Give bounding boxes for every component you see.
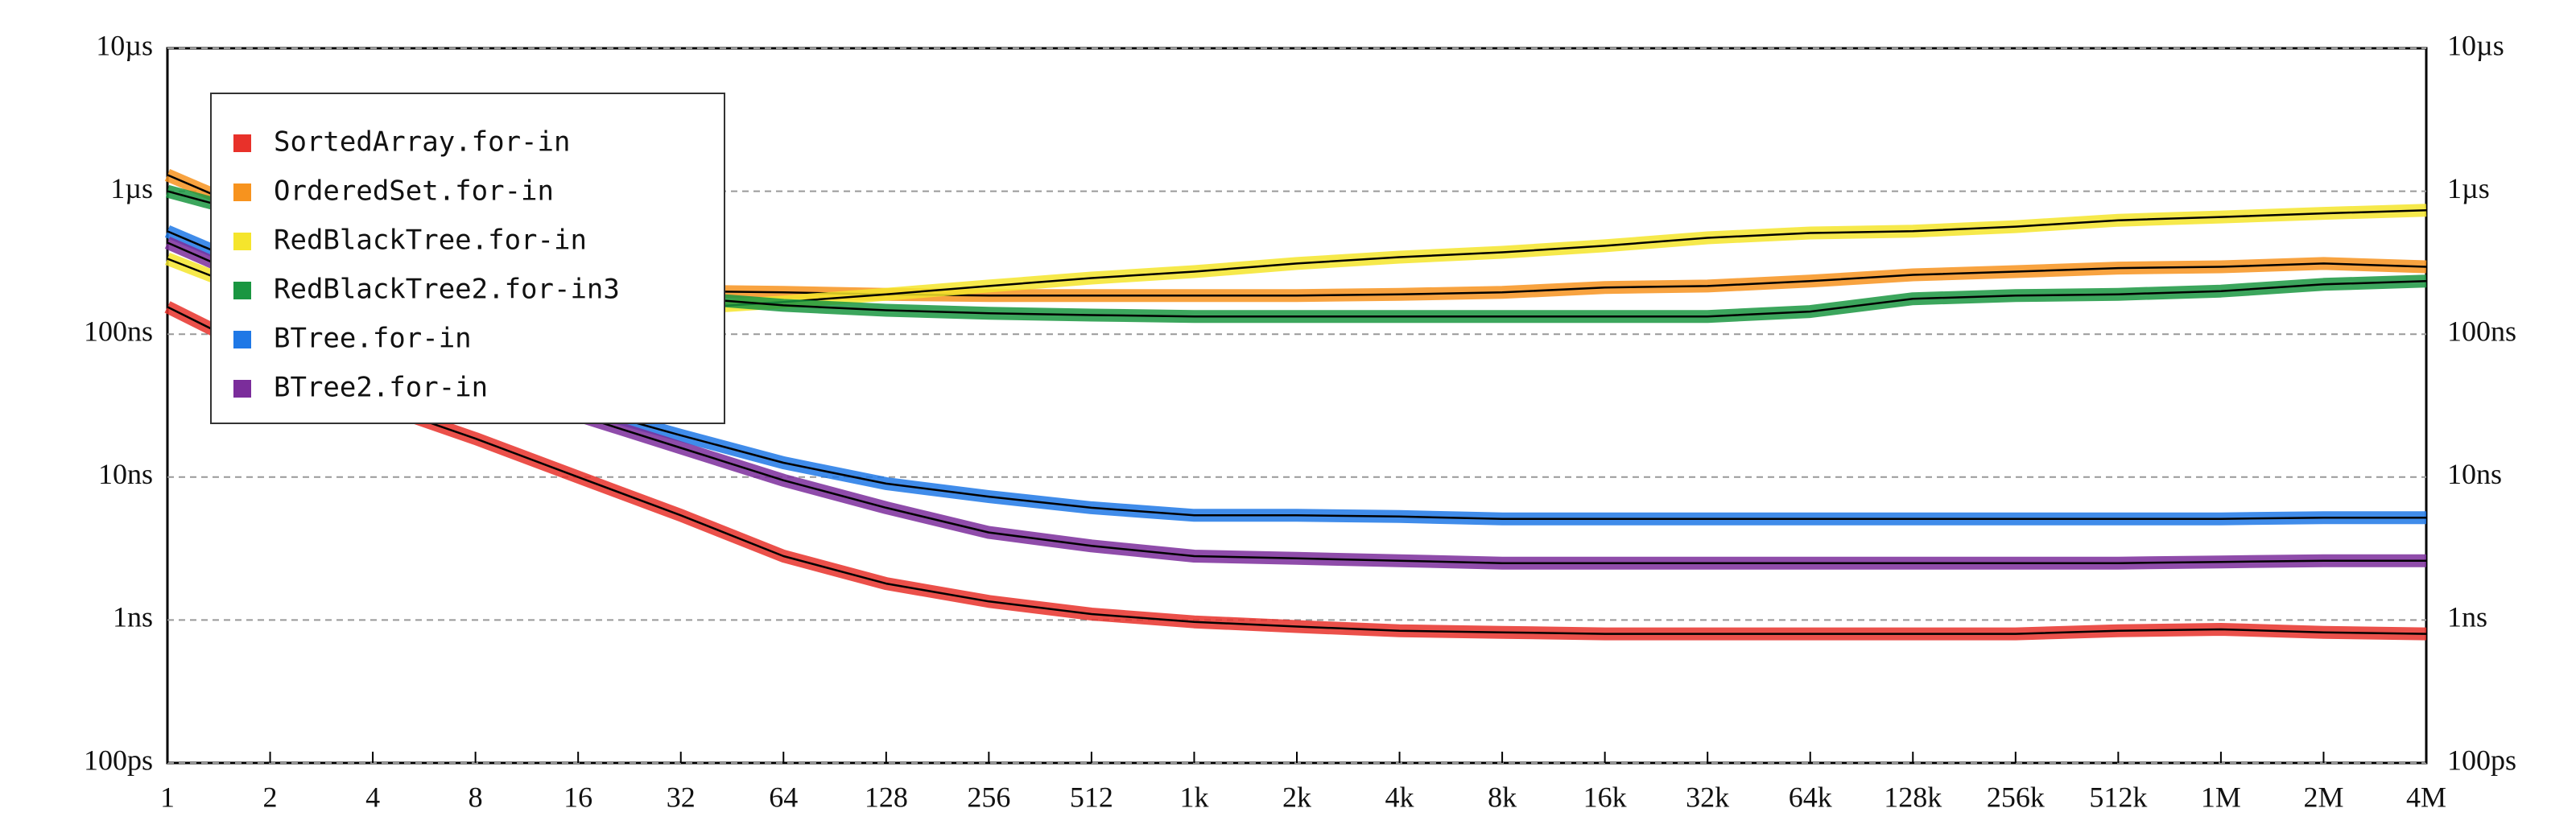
legend: SortedArray.for-in OrderedSet.for-in RedBl…	[210, 93, 725, 424]
x-tick-label: 1	[160, 781, 175, 813]
x-tick-label: 128k	[1884, 781, 1942, 813]
x-tick-label: 2k	[1282, 781, 1311, 813]
legend-label: SortedArray.for-in	[274, 126, 570, 159]
legend-swatch	[233, 331, 251, 348]
x-tick-label: 32k	[1686, 781, 1729, 813]
x-tick-label: 1M	[2201, 781, 2241, 813]
y2-tick-label: 1ns	[2447, 601, 2487, 633]
legend-box	[210, 93, 725, 424]
x-tick-label: 4k	[1385, 781, 1414, 813]
y-tick-label: 100ns	[84, 315, 153, 347]
y-tick-label: 100ps	[84, 744, 153, 776]
y-tick-label: 10µs	[96, 29, 153, 61]
y2-tick-label: 100ns	[2447, 315, 2516, 347]
x-tick-label: 256k	[1987, 781, 2045, 813]
legend-label: RedBlackTree2.for-in3	[274, 274, 620, 306]
y2-tick-label: 1µs	[2447, 172, 2490, 204]
legend-swatch	[233, 134, 251, 152]
legend-swatch	[233, 183, 251, 201]
x-tick-label: 16k	[1583, 781, 1627, 813]
x-tick-label: 512k	[2089, 781, 2147, 813]
y2-tick-label: 10µs	[2447, 29, 2504, 61]
x-tick-label: 64	[769, 781, 798, 813]
x-tick-label: 256	[967, 781, 1010, 813]
legend-swatch	[233, 380, 251, 398]
x-tick-label: 8	[469, 781, 483, 813]
axes: 100ps 100ps 1ns 1ns 10ns 10ns 100ns 100ns 1µs 1µs…	[84, 29, 2516, 813]
legend-swatch	[233, 282, 251, 299]
legend-label: OrderedSet.for-in	[274, 175, 554, 208]
y-tick-label: 1ns	[113, 601, 153, 633]
x-tick-label: 4M	[2406, 781, 2446, 813]
x-tick-label: 1k	[1179, 781, 1208, 813]
legend-label: BTree2.for-in	[274, 372, 488, 404]
y2-tick-label: 10ns	[2447, 458, 2502, 490]
x-tick-label: 16	[564, 781, 592, 813]
x-tick-label: 2M	[2303, 781, 2343, 813]
x-tick-label: 128	[865, 781, 908, 813]
x-tick-label: 2	[263, 781, 278, 813]
y-tick-label: 1µs	[110, 172, 153, 204]
x-tick-label: 512	[1070, 781, 1113, 813]
x-tick-label: 32	[667, 781, 696, 813]
legend-label: RedBlackTree.for-in	[274, 225, 587, 257]
legend-label: BTree.for-in	[274, 323, 472, 355]
x-tick-label: 64k	[1789, 781, 1832, 813]
x-tick-label: 4	[365, 781, 380, 813]
x-tick-label: 8k	[1488, 781, 1517, 813]
y-tick-label: 10ns	[98, 458, 153, 490]
legend-swatch	[233, 233, 251, 250]
y2-tick-label: 100ps	[2447, 744, 2516, 776]
series-line-core	[167, 306, 2427, 635]
